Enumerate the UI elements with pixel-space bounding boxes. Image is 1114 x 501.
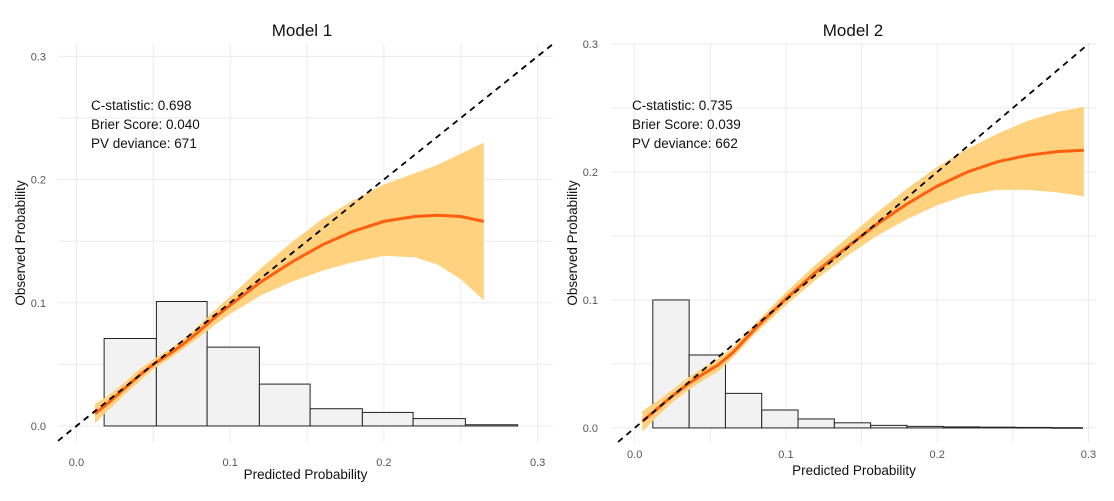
y-tick-label: 0.3 [31, 51, 46, 63]
stat-annotation: PV deviance: 662 [632, 136, 738, 151]
histogram-bar [724, 392, 763, 429]
reference-diagonal [57, 43, 554, 442]
chart-title: Model 1 [272, 21, 332, 40]
histogram [103, 301, 519, 427]
histogram-bar [870, 424, 908, 429]
y-tick-label: 0.2 [583, 167, 598, 179]
confidence-band [94, 142, 484, 424]
y-tick-label: 0.1 [583, 295, 598, 307]
y-tick-label: 0.3 [583, 39, 598, 51]
x-tick-label: 0.0 [627, 449, 642, 461]
calibration-curve [641, 148, 1084, 423]
model-1-panel: 0.0 0.1 0.2 0.3 0.0 0.1 0.2 0.3 Model 1 Predicted… [13, 21, 554, 482]
y-axis-label: Observed Probability [13, 180, 28, 306]
x-tick-label: 0.2 [930, 449, 945, 461]
histogram-bar [309, 408, 363, 427]
histogram-bar [942, 426, 981, 429]
stat-annotation: Brier Score: 0.040 [91, 117, 200, 132]
model-2-panel: 0.0 0.1 0.2 0.3 0.0 0.1 0.2 0.3 Model 2 Predicted… [565, 21, 1096, 478]
y-tick-label: 0.2 [31, 175, 46, 187]
reference-diagonal [617, 43, 1090, 443]
histogram-bar [761, 409, 799, 429]
x-tick-label: 0.1 [223, 457, 238, 469]
histogram-bar [412, 418, 466, 427]
histogram-bar [979, 426, 1017, 429]
histogram-bar [1051, 427, 1083, 429]
x-tick-label: 0.1 [778, 449, 793, 461]
histogram-bar [906, 425, 944, 429]
x-tick-label: 0.3 [530, 457, 545, 469]
x-tick-label: 0.3 [1081, 449, 1096, 461]
y-tick-label: 0.0 [31, 421, 46, 433]
y-tick-label: 0.1 [31, 298, 46, 310]
histogram-bar [1015, 426, 1053, 429]
x-axis-label: Predicted Probability [792, 463, 916, 478]
x-tick-label: 0.2 [376, 457, 391, 469]
x-axis-label: Predicted Probability [244, 467, 368, 482]
stat-annotation: Brier Score: 0.039 [632, 117, 741, 132]
x-tick-label: 0.0 [69, 457, 84, 469]
stat-annotation: C-statistic: 0.698 [91, 98, 192, 113]
y-axis-label: Observed Probability [565, 180, 580, 306]
stat-annotation: C-statistic: 0.735 [632, 98, 733, 113]
histogram-bar [206, 346, 260, 427]
histogram-bar [258, 383, 311, 427]
y-tick-label: 0.0 [583, 423, 598, 435]
histogram-bar [155, 301, 208, 427]
histogram-bar [361, 411, 414, 427]
chart-title: Model 2 [823, 21, 883, 40]
histogram-bar [833, 422, 872, 429]
histogram-bar [797, 418, 835, 429]
confidence-band [642, 106, 1084, 432]
stat-annotation: PV deviance: 671 [91, 136, 197, 151]
histogram-bar [464, 424, 519, 427]
